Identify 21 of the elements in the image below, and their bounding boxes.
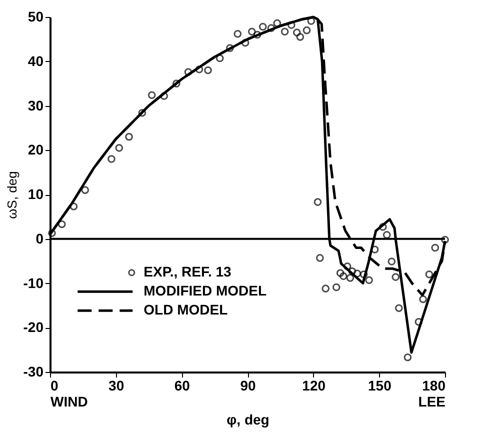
x-tick-label: 120: [302, 378, 326, 394]
x-axis-title: φ, deg: [226, 412, 270, 428]
y-tick-label: -30: [23, 364, 44, 380]
y-axis-title: ωS, deg: [4, 171, 20, 219]
y-tick-label: 50: [28, 8, 44, 24]
y-tick-label: 0: [36, 230, 44, 246]
y-tick-label: -20: [23, 319, 44, 336]
y-tick-label: 30: [28, 97, 44, 114]
y-tick-label: 40: [28, 52, 44, 69]
legend-label: EXP., REF. 13: [144, 264, 232, 280]
x-tick-label: 30: [108, 378, 124, 394]
x-tick-label: 0 WIND: [50, 378, 88, 410]
y-tick-label: 10: [28, 186, 44, 202]
legend-label: MODIFIED MODEL: [144, 282, 267, 299]
x-tick-label: 60: [174, 378, 190, 394]
x-tick-label: 180 LEE: [418, 378, 446, 410]
x-tick-label: 90: [240, 378, 256, 394]
x-tick-label: 150: [368, 378, 392, 394]
y-tick-label: 20: [28, 142, 44, 158]
y-tick-label: -10: [23, 274, 44, 291]
legend-label: OLD MODEL: [144, 302, 228, 318]
